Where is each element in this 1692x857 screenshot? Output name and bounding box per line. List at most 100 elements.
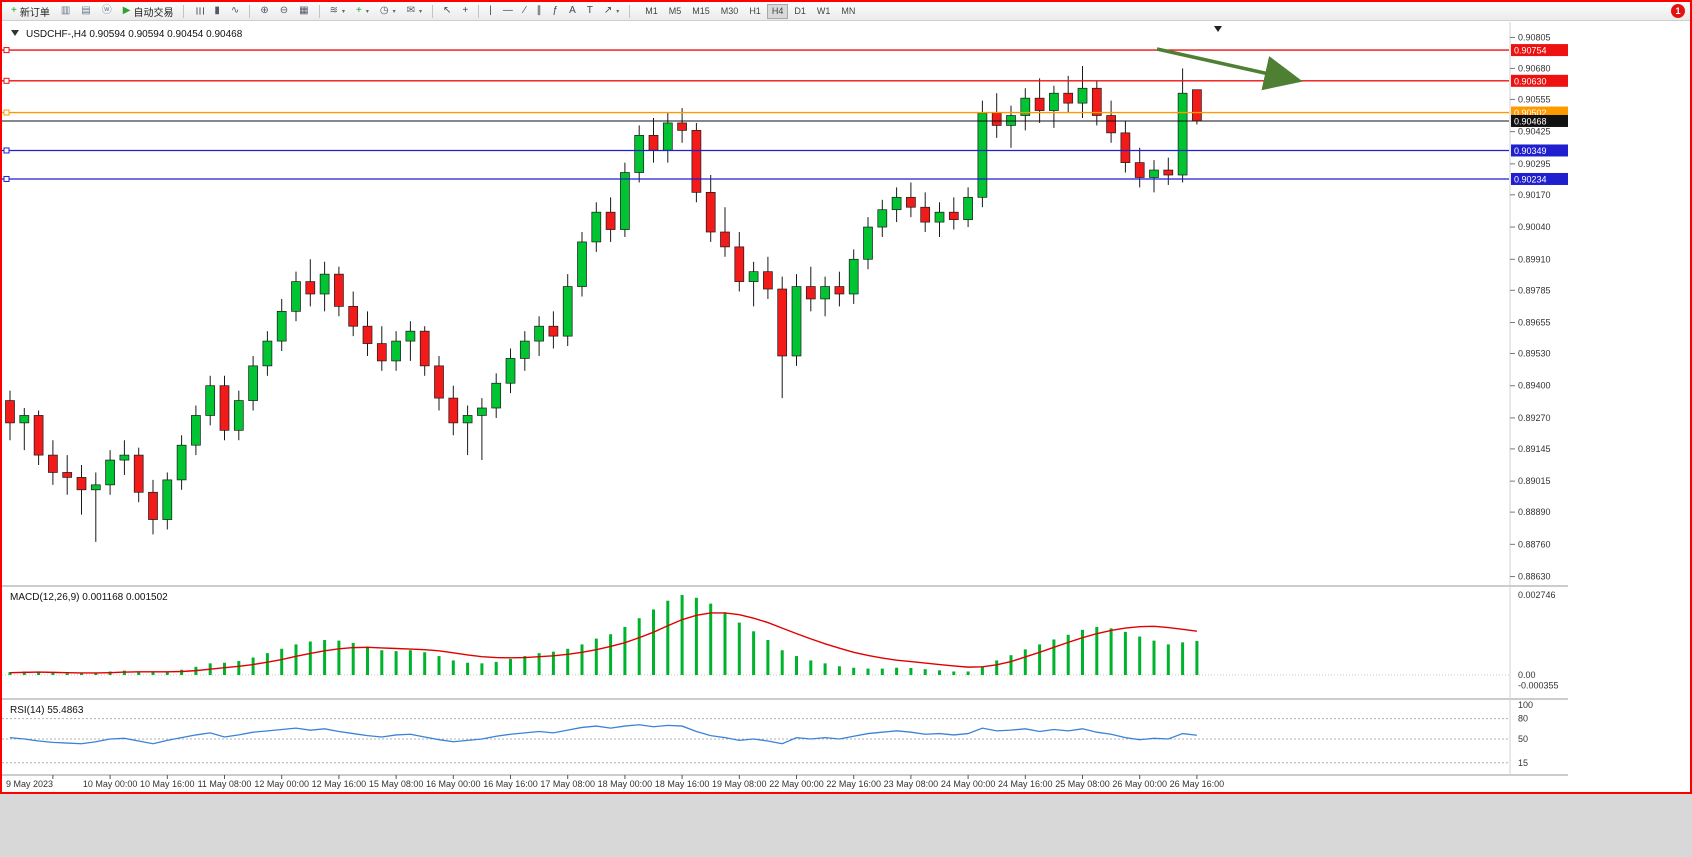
- macd-histogram-bar: [952, 671, 956, 675]
- timeframe-w1[interactable]: W1: [812, 4, 836, 19]
- candle: [705, 192, 716, 233]
- macd-histogram-bar: [8, 672, 12, 675]
- candle: [519, 340, 530, 359]
- line-chart-icon: ∿: [230, 5, 240, 16]
- macd-histogram-bar: [766, 640, 770, 675]
- autotrading-icon: ▶: [122, 5, 131, 16]
- profiles-button[interactable]: ▤: [76, 3, 95, 19]
- tile-windows-button[interactable]: ▦: [294, 3, 313, 19]
- line-handle[interactable]: [3, 77, 10, 84]
- community-icon: ⓦ: [101, 5, 112, 16]
- text-label-button[interactable]: T: [582, 3, 598, 19]
- candle: [977, 112, 988, 198]
- time-axis-label: 19 May 08:00: [712, 779, 767, 789]
- horizontal-line-button[interactable]: —: [498, 3, 518, 19]
- timeframe-d1[interactable]: D1: [789, 4, 811, 19]
- candle: [562, 286, 573, 337]
- macd-histogram-bar: [280, 648, 284, 675]
- price-tag: [1511, 172, 1568, 185]
- chart-area[interactable]: 0.90805 0.90680 0.90555 0.90425 0.90295 0.901…: [2, 22, 1690, 793]
- candle: [577, 241, 587, 287]
- bar-chart-button[interactable]: ☰: [189, 3, 208, 19]
- new-order-button[interactable]: + 新订单: [6, 3, 55, 19]
- trendline-button[interactable]: ∕: [519, 3, 531, 19]
- line-handle[interactable]: [3, 175, 10, 182]
- text-button[interactable]: A: [564, 3, 581, 19]
- macd-histogram-bar: [837, 666, 841, 675]
- timeframe-m15[interactable]: M15: [687, 4, 715, 19]
- price-tag: [1511, 74, 1568, 87]
- macd-histogram-bar: [895, 667, 899, 675]
- indicators-button[interactable]: ≋ ▾: [325, 3, 350, 19]
- time-axis-label: 16 May 00:00: [426, 779, 481, 789]
- macd-histogram-bar: [65, 673, 69, 675]
- line-handle[interactable]: [3, 47, 10, 54]
- candle: [763, 271, 773, 290]
- crosshair-button[interactable]: +: [457, 3, 473, 19]
- macd-histogram-bar: [437, 656, 441, 675]
- cursor-icon: ↖: [442, 5, 452, 16]
- text-icon: A: [569, 5, 576, 16]
- macd-histogram-bar: [94, 672, 98, 675]
- line-chart-button[interactable]: ∿: [226, 3, 244, 19]
- fibonacci-button[interactable]: ƒ: [548, 3, 564, 19]
- candle: [219, 385, 230, 431]
- notification-badge[interactable]: 1: [1671, 4, 1685, 18]
- candlestick-series: [5, 65, 1202, 542]
- line-handle[interactable]: [3, 147, 10, 154]
- candle: [276, 310, 287, 342]
- candle: [391, 340, 401, 362]
- periods-button[interactable]: ◷ ▾: [375, 3, 401, 19]
- macd-histogram-bar: [480, 663, 484, 675]
- timeframe-h4[interactable]: H4: [766, 3, 789, 19]
- macd-histogram-bar: [694, 597, 698, 675]
- macd-histogram-bar: [551, 651, 555, 675]
- candle: [133, 454, 144, 493]
- macd-histogram-bar: [594, 638, 598, 675]
- zoom-in-button[interactable]: ⊕: [255, 3, 273, 19]
- chart-shift-marker[interactable]: [1214, 26, 1222, 32]
- cursor-button[interactable]: ↖: [438, 3, 456, 19]
- price-axis-label: 0.89530: [1518, 348, 1551, 358]
- candle: [334, 273, 344, 307]
- time-axis-label: 10 May 16:00: [140, 779, 195, 789]
- timeframe-h1[interactable]: H1: [744, 4, 766, 19]
- candle: [906, 196, 916, 208]
- macd-histogram-bar: [1066, 634, 1070, 675]
- price-tag-label: 0.90349: [1514, 146, 1547, 156]
- channel-button[interactable]: ∥: [532, 3, 547, 19]
- add-indicator-button[interactable]: + ▾: [351, 3, 374, 19]
- price-axis-label: 0.90680: [1518, 63, 1551, 73]
- macd-histogram-bar: [1138, 636, 1142, 675]
- arrows-button[interactable]: ↗ ▾: [599, 3, 624, 19]
- candle: [620, 172, 630, 230]
- timeframe-m1[interactable]: M1: [640, 4, 663, 19]
- candle: [176, 444, 187, 481]
- timeframe-m5[interactable]: M5: [664, 4, 687, 19]
- vertical-line-button[interactable]: |: [484, 3, 497, 19]
- timeframe-mn[interactable]: MN: [836, 4, 860, 19]
- price-axis-label: 0.89400: [1518, 381, 1551, 391]
- new-chart-button[interactable]: ▥: [56, 3, 75, 19]
- symbol-dropdown-icon[interactable]: [11, 30, 19, 36]
- templates-button[interactable]: ✉ ▾: [402, 3, 427, 19]
- macd-signal-line: [9, 612, 1197, 674]
- trend-arrow-annotation[interactable]: [1156, 47, 1303, 91]
- vertical-line-icon: |: [489, 5, 492, 16]
- zoom-out-button[interactable]: ⊖: [275, 3, 293, 19]
- macd-histogram-bar: [709, 603, 713, 675]
- candlestick-chart-button[interactable]: ▮: [209, 3, 225, 19]
- macd-histogram-bar: [1181, 642, 1185, 675]
- candle: [1134, 162, 1145, 178]
- timeframe-m30[interactable]: M30: [716, 4, 744, 19]
- bar-chart-icon: ☰: [193, 6, 205, 16]
- periods-icon: ◷: [379, 5, 389, 16]
- macd-histogram-bar: [795, 656, 798, 675]
- community-button[interactable]: ⓦ: [97, 3, 117, 19]
- macd-histogram-bar: [165, 671, 169, 675]
- macd-histogram-bar: [223, 662, 226, 675]
- autotrading-button[interactable]: ▶ 自动交易: [118, 3, 179, 19]
- line-handle[interactable]: [3, 109, 10, 116]
- arrows-icon: ↗: [603, 5, 613, 16]
- candle: [662, 122, 673, 151]
